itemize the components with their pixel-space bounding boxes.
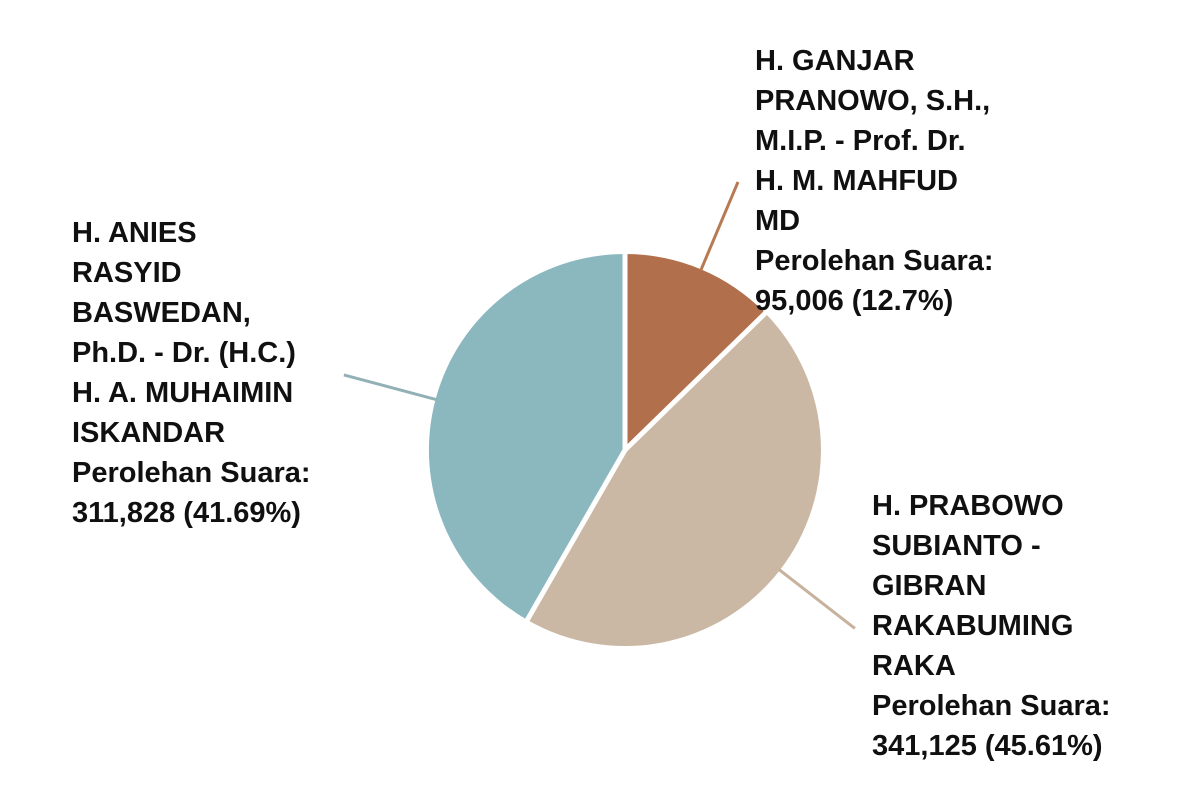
pie-slice-prabowo	[527, 313, 821, 647]
slice-label-prabowo: H. PRABOWO SUBIANTO - GIBRAN RAKABUMING …	[872, 490, 1111, 762]
slice-label-ganjar: H. GANJAR PRANOWO, S.H., M.I.P. - Prof. …	[755, 45, 994, 317]
slice-gap	[623, 310, 768, 452]
leader-line-prabowo	[778, 568, 856, 630]
leader-line-anies	[343, 373, 437, 402]
leader-line-ganjar	[699, 181, 740, 271]
pie-slice-anies	[428, 253, 625, 620]
slice-gap	[524, 448, 628, 623]
pie-slice-ganjar	[625, 254, 766, 450]
slice-label-anies: H. ANIES RASYID BASWEDAN, Ph.D. - Dr. (H…	[72, 217, 311, 529]
